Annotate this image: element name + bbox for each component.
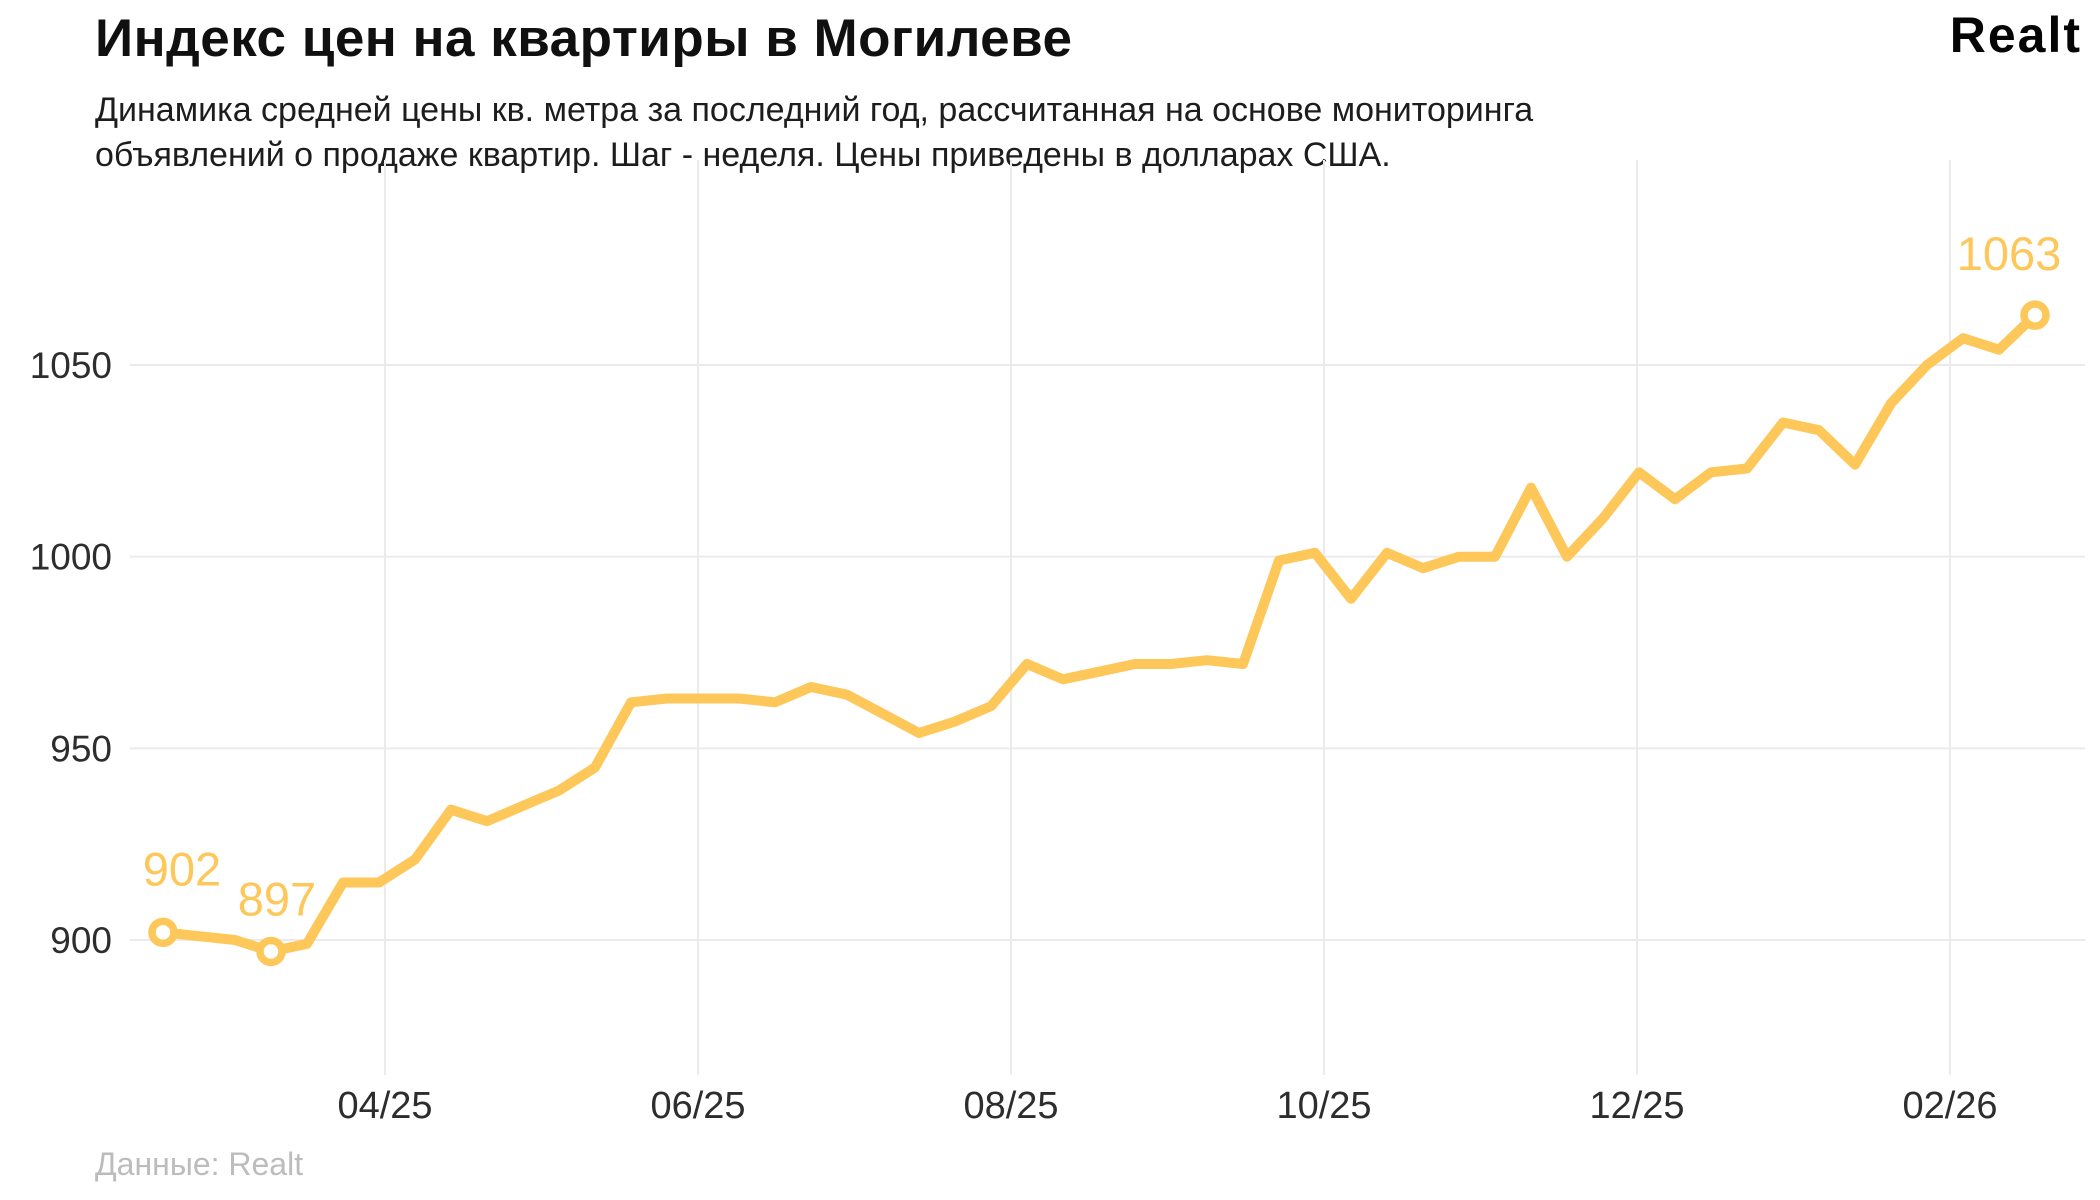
data-point-label: 1063 bbox=[1957, 227, 2062, 280]
x-axis-tick-label: 10/25 bbox=[1276, 1085, 1371, 1127]
x-axis-tick-label: 04/25 bbox=[337, 1085, 432, 1127]
data-source-caption: Данные: Realt bbox=[95, 1146, 304, 1182]
realt-logo: Realt bbox=[1949, 7, 2082, 63]
subtitle-line-2: объявлений о продаже квартир. Шаг - неде… bbox=[95, 136, 1391, 174]
page-subtitle: Динамика средней цены кв. метра за после… bbox=[95, 88, 1533, 178]
y-axis-tick-label: 950 bbox=[50, 728, 112, 769]
price-line bbox=[158, 310, 2040, 957]
data-point-label: 902 bbox=[143, 842, 221, 895]
y-axis-tick-label: 1050 bbox=[30, 345, 112, 386]
x-axis-tick-label: 06/25 bbox=[650, 1085, 745, 1127]
subtitle-line-1: Динамика средней цены кв. метра за после… bbox=[95, 91, 1534, 129]
data-point-label: 897 bbox=[238, 872, 316, 925]
x-axis-tick-label: 12/25 bbox=[1589, 1085, 1684, 1127]
data-point-marker bbox=[148, 917, 178, 948]
y-axis-tick-label: 1000 bbox=[30, 537, 112, 578]
data-point-marker bbox=[2020, 300, 2050, 330]
data-point-marker bbox=[256, 936, 286, 967]
y-axis-tick-label: 900 bbox=[50, 920, 112, 961]
x-axis-tick-label: 02/26 bbox=[1902, 1085, 1997, 1127]
x-axis-tick-label: 08/25 bbox=[963, 1085, 1058, 1127]
page-title: Индекс цен на квартиры в Могилеве bbox=[95, 9, 1073, 68]
